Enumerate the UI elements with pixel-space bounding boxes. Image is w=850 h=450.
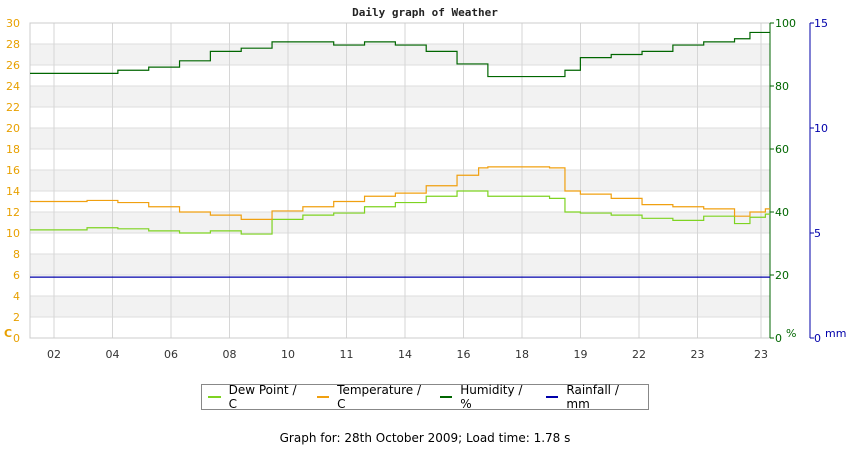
left-tick-label: 0 [13, 332, 20, 345]
right-tick-label-humidity: 20 [775, 269, 789, 282]
legend-swatch-temperature [316, 396, 330, 398]
right-tick-label-rainfall: 0 [814, 332, 821, 345]
left-tick-label: 14 [6, 185, 20, 198]
grid-band [30, 44, 770, 65]
x-tick-label: 23 [691, 348, 705, 361]
legend-item-temperature: Temperature / C [316, 383, 424, 411]
x-tick-label: 10 [281, 348, 295, 361]
legend-label-dew-point: Dew Point / C [228, 383, 297, 411]
x-tick-label: 23 [754, 348, 768, 361]
x-tick-label: 02 [47, 348, 61, 361]
left-tick-label: 18 [6, 143, 20, 156]
x-tick-label: 22 [632, 348, 646, 361]
left-tick-label: 10 [6, 227, 20, 240]
left-tick-label: 4 [13, 290, 20, 303]
x-tick-label: 08 [223, 348, 237, 361]
right-tick-label-humidity: 100 [775, 17, 796, 30]
series-line-0 [30, 190, 770, 235]
legend-swatch-dew-point [208, 396, 221, 398]
left-tick-label: 8 [13, 248, 20, 261]
legend-swatch-rainfall [545, 396, 559, 398]
x-tick-label: 04 [106, 348, 120, 361]
left-axis-unit: C [4, 327, 12, 340]
left-tick-label: 26 [6, 59, 20, 72]
grid-band [30, 170, 770, 191]
left-tick-label: 6 [13, 269, 20, 282]
right-tick-label-humidity: 60 [775, 143, 789, 156]
right-tick-label-humidity: 80 [775, 80, 789, 93]
x-tick-label: 18 [515, 348, 529, 361]
grid-band [30, 212, 770, 233]
left-tick-label: 12 [6, 206, 20, 219]
legend-item-dew-point: Dew Point / C [208, 383, 301, 411]
right-tick-label-rainfall: 10 [814, 122, 828, 135]
left-tick-label: 20 [6, 122, 20, 135]
left-tick-label: 28 [6, 38, 20, 51]
right-tick-label-rainfall: 5 [814, 227, 821, 240]
legend-label-temperature: Temperature / C [337, 383, 422, 411]
series-line-1 [30, 166, 770, 220]
right-tick-label-humidity: 40 [775, 206, 789, 219]
left-tick-label: 30 [6, 17, 20, 30]
right-axis-unit-humidity: % [786, 327, 796, 340]
legend-label-humidity: Humidity / % [460, 383, 523, 411]
x-tick-label: 14 [398, 348, 412, 361]
left-tick-label: 24 [6, 80, 20, 93]
footer-text: Graph for: 28th October 2009; Load time:… [279, 431, 571, 445]
x-tick-label: 19 [574, 348, 588, 361]
series-line-2 [30, 31, 770, 78]
grid-band [30, 128, 770, 149]
left-tick-label: 16 [6, 164, 20, 177]
left-tick-label: 22 [6, 101, 20, 114]
left-tick-label: 2 [13, 311, 20, 324]
right-tick-label-rainfall: 15 [814, 17, 828, 30]
grid-band [30, 86, 770, 107]
grid-band [30, 254, 770, 275]
legend-label-rainfall: Rainfall / mm [566, 383, 619, 411]
legend: Dew Point / C Temperature / C Humidity /… [201, 383, 649, 411]
grid-band [30, 296, 770, 317]
chart-title: Daily graph of Weather [352, 6, 498, 19]
x-tick-label: 11 [340, 348, 354, 361]
right-axis-unit-rainfall: mm [825, 327, 846, 340]
legend-swatch-humidity [439, 396, 453, 398]
x-tick-label: 06 [164, 348, 178, 361]
x-tick-label: 16 [457, 348, 471, 361]
legend-item-humidity: Humidity / % [439, 383, 530, 411]
right-tick-label-humidity: 0 [775, 332, 782, 345]
legend-item-rainfall: Rainfall / mm [545, 383, 638, 411]
